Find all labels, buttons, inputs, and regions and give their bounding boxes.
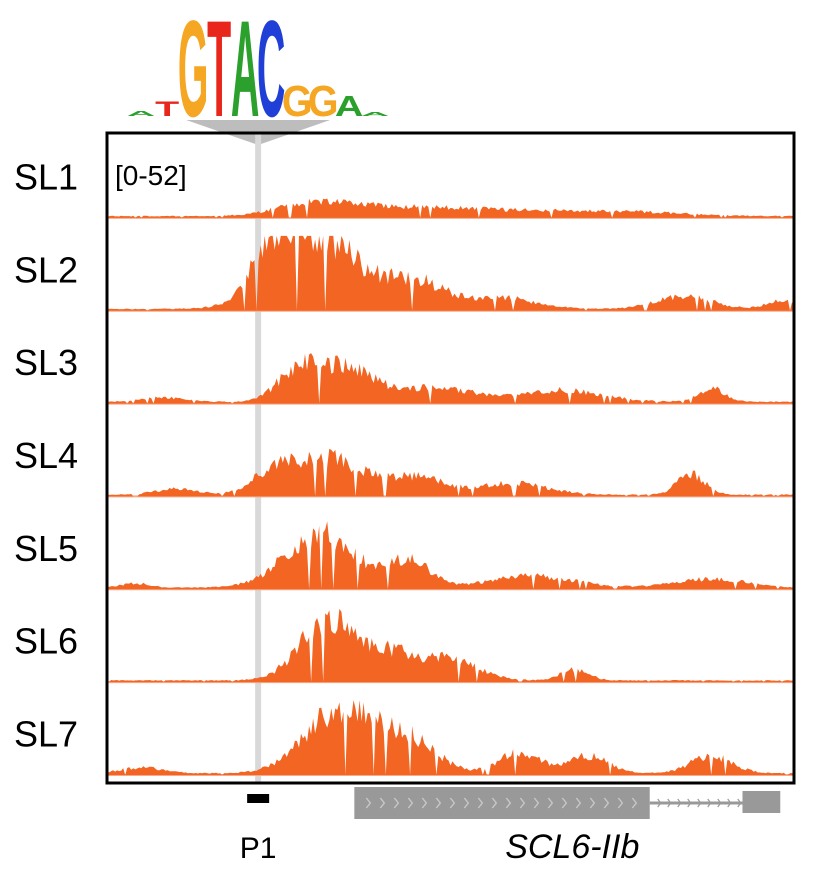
strand-arrow (697, 798, 702, 808)
track-label: SL6 (14, 621, 78, 662)
strand-arrow (379, 797, 386, 809)
strand-arrow (407, 797, 414, 809)
strand-arrow (421, 797, 428, 809)
motif-letter: A (335, 91, 364, 123)
strand-arrow (727, 798, 732, 808)
track-label: SL2 (14, 249, 78, 290)
motif-letter: G (308, 77, 339, 125)
track-sl3: SL3 (14, 342, 794, 405)
strand-arrow (737, 798, 742, 808)
coverage-area (107, 608, 794, 683)
strand-arrow (717, 798, 722, 808)
strand-arrow (561, 797, 568, 809)
strand-arrow (533, 797, 540, 809)
strand-arrow (707, 798, 712, 808)
coverage-area (107, 700, 794, 775)
track-sl1: SL1 (14, 156, 794, 219)
gene-model (354, 787, 781, 819)
coverage-tracks: SL1 SL2 SL3 SL4 SL5 SL6 SL7 (14, 156, 794, 776)
strand-arrow (589, 797, 596, 809)
strand-arrow (617, 797, 624, 809)
track-label: SL5 (14, 528, 78, 569)
plot-frame (105, 131, 796, 785)
strand-arrow (667, 798, 672, 808)
track-sl5: SL5 (14, 521, 794, 591)
coverage-area (107, 448, 794, 497)
track-label: SL3 (14, 342, 78, 383)
motif-letter: A (127, 109, 155, 117)
strand-arrow (603, 797, 610, 809)
track-label: SL1 (14, 156, 78, 197)
coverage-area (107, 235, 794, 311)
track-label: SL7 (14, 714, 78, 755)
strand-arrow (435, 797, 442, 809)
track-sl2: SL2 (14, 235, 794, 312)
motif-letter: G (282, 77, 313, 125)
gene-exon-2 (742, 791, 781, 813)
p1-marker (247, 794, 270, 803)
coverage-area (107, 521, 794, 590)
strand-arrow (687, 798, 692, 808)
coverage-area (107, 198, 794, 218)
strand-arrow (505, 797, 512, 809)
coverage-area (107, 353, 794, 404)
gene-exon-1 (354, 787, 650, 819)
strand-arrow (365, 797, 372, 809)
motif-letter: T (155, 96, 180, 121)
strand-arrow (477, 797, 484, 809)
strand-arrow (393, 797, 400, 809)
track-sl6: SL6 (14, 608, 794, 684)
track-label: SL4 (14, 435, 78, 476)
data-range-label: [0-52] (115, 160, 187, 191)
strand-arrow (631, 797, 638, 809)
strand-arrow (575, 797, 582, 809)
strand-arrow (491, 797, 498, 809)
strand-arrow (677, 798, 682, 808)
gene-label: SCL6-IIb (505, 828, 639, 866)
track-sl4: SL4 (14, 435, 794, 498)
strand-arrow (449, 797, 456, 809)
track-sl7: SL7 (14, 700, 794, 776)
p1-label: P1 (240, 832, 277, 865)
strand-arrow (519, 797, 526, 809)
strand-arrow (463, 797, 470, 809)
motif-letter: A (361, 111, 389, 117)
motif-highlight-band (255, 133, 262, 783)
strand-arrow (547, 797, 554, 809)
strand-arrow (657, 798, 662, 808)
